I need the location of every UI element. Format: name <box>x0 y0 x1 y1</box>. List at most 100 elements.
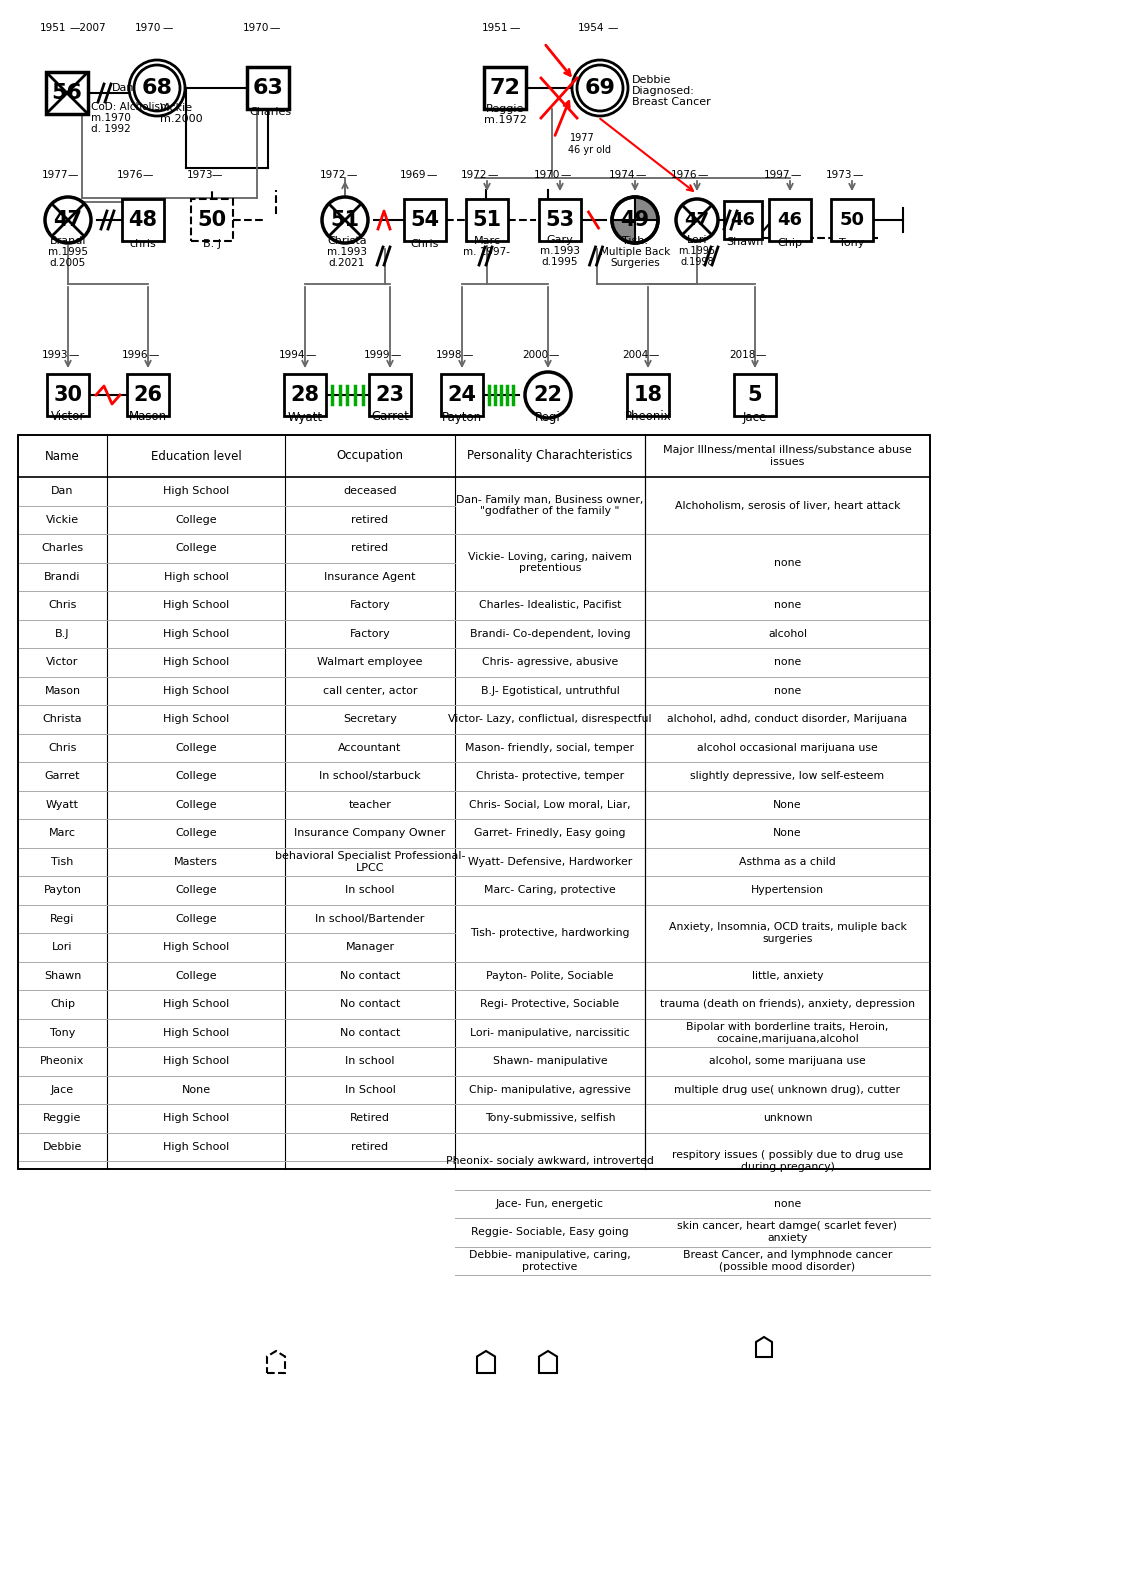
Bar <box>18 435 930 1170</box>
Text: Tony-submissive, selfish: Tony-submissive, selfish <box>485 1112 615 1124</box>
Text: —: — <box>163 22 174 33</box>
Text: Walmart employee: Walmart employee <box>318 657 423 667</box>
Text: No contact: No contact <box>340 971 401 981</box>
Text: College: College <box>175 828 217 838</box>
Text: Jace: Jace <box>50 1086 74 1095</box>
Text: Tony: Tony <box>49 1028 75 1038</box>
Text: 1997: 1997 <box>764 170 791 179</box>
Text: —: — <box>853 170 863 179</box>
Text: Tish:: Tish: <box>622 236 649 246</box>
Text: Christa- protective, temper: Christa- protective, temper <box>476 771 624 781</box>
Text: alcohol, some marijuana use: alcohol, some marijuana use <box>709 1057 866 1066</box>
Text: chris: chris <box>130 240 156 249</box>
Text: Vickie: Vickie <box>46 514 79 525</box>
Text: College: College <box>175 914 217 924</box>
Text: Pheonix- socialy awkward, introverted: Pheonix- socialy awkward, introverted <box>447 1155 654 1166</box>
Bar <box>539 198 581 241</box>
Text: m.2000: m.2000 <box>160 114 203 124</box>
Text: Reggie: Reggie <box>44 1112 82 1124</box>
Circle shape <box>525 371 571 417</box>
Text: Secretary: Secretary <box>343 714 397 724</box>
Circle shape <box>675 198 718 241</box>
Wedge shape <box>611 221 635 243</box>
Text: —: — <box>149 351 159 360</box>
Text: Brandi- Co-dependent, loving: Brandi- Co-dependent, loving <box>470 628 631 638</box>
Text: College: College <box>175 543 217 554</box>
Text: 1976: 1976 <box>671 170 698 179</box>
Text: unknown: unknown <box>763 1112 812 1124</box>
Text: 56: 56 <box>52 83 82 103</box>
Text: 47: 47 <box>684 211 709 229</box>
Text: 46: 46 <box>778 211 802 229</box>
Text: Anxiety, Insomnia, OCD traits, muliple back
surgeries: Anxiety, Insomnia, OCD traits, muliple b… <box>669 922 907 944</box>
Text: Tish- protective, hardworking: Tish- protective, hardworking <box>470 928 629 938</box>
Text: Dan: Dan <box>112 83 135 94</box>
Bar <box>284 375 327 416</box>
Text: Chip- manipulative, agressive: Chip- manipulative, agressive <box>469 1086 631 1095</box>
Text: 1954: 1954 <box>578 22 605 33</box>
Text: Brandi: Brandi <box>49 236 86 246</box>
Text: —: — <box>427 170 438 179</box>
Text: 51: 51 <box>331 209 359 230</box>
Text: Christa: Christa <box>328 236 367 246</box>
Text: 1973: 1973 <box>187 170 213 179</box>
Text: 50: 50 <box>197 209 227 230</box>
Text: High School: High School <box>163 943 229 952</box>
Text: slightly depressive, low self-esteem: slightly depressive, low self-esteem <box>690 771 884 781</box>
Text: 46: 46 <box>730 211 755 229</box>
Polygon shape <box>477 1351 495 1373</box>
Text: —: — <box>561 170 571 179</box>
Text: —: — <box>791 170 801 179</box>
Text: Chris: Chris <box>48 743 76 752</box>
Text: In school/Bartender: In school/Bartender <box>315 914 425 924</box>
Text: No contact: No contact <box>340 1028 401 1038</box>
Text: Lori- manipulative, narcissitic: Lori- manipulative, narcissitic <box>470 1028 629 1038</box>
Text: None: None <box>182 1086 211 1095</box>
Text: 53: 53 <box>545 209 574 230</box>
Bar <box>484 67 526 110</box>
Text: College: College <box>175 743 217 752</box>
Text: Insurance Agent: Insurance Agent <box>324 571 416 582</box>
Text: Dan: Dan <box>52 486 74 497</box>
Text: Pheonix: Pheonix <box>625 411 671 424</box>
Text: 51: 51 <box>472 209 502 230</box>
Text: 1977: 1977 <box>570 133 595 143</box>
Circle shape <box>322 197 368 243</box>
Text: Manager: Manager <box>346 943 395 952</box>
Text: —: — <box>68 170 79 179</box>
Text: College: College <box>175 771 217 781</box>
Text: —: — <box>488 170 498 179</box>
Text: 1972: 1972 <box>461 170 487 179</box>
Text: High School: High School <box>163 1028 229 1038</box>
Polygon shape <box>539 1351 557 1373</box>
Bar <box>127 375 169 416</box>
Text: Jace: Jace <box>743 411 767 424</box>
Text: Chip: Chip <box>50 1000 75 1009</box>
Text: In school: In school <box>346 886 395 895</box>
Text: 49: 49 <box>620 209 650 230</box>
Text: College: College <box>175 800 217 809</box>
Text: Breast Cancer, and lymphnode cancer
(possible mood disorder): Breast Cancer, and lymphnode cancer (pos… <box>683 1251 892 1271</box>
Text: —: — <box>756 351 766 360</box>
Text: Factory: Factory <box>350 600 390 611</box>
Text: Marc- Caring, protective: Marc- Caring, protective <box>484 886 616 895</box>
Text: Lori: Lori <box>687 235 707 244</box>
Text: High School: High School <box>163 486 229 497</box>
Bar <box>734 375 776 416</box>
Text: Asthma as a child: Asthma as a child <box>739 857 836 867</box>
Text: 1969: 1969 <box>401 170 426 179</box>
Text: Gary: Gary <box>546 235 573 244</box>
Text: Pheonix: Pheonix <box>40 1057 84 1066</box>
Bar <box>466 198 508 241</box>
Text: Christa: Christa <box>43 714 82 724</box>
Text: alcohol: alcohol <box>767 628 807 638</box>
Text: 1994: 1994 <box>279 351 305 360</box>
Text: m.1995: m.1995 <box>48 248 88 257</box>
Text: alcohol occasional marijuana use: alcohol occasional marijuana use <box>697 743 877 752</box>
Text: 26: 26 <box>134 386 163 405</box>
Text: College: College <box>175 971 217 981</box>
Text: Regi: Regi <box>50 914 75 924</box>
Text: teacher: teacher <box>349 800 392 809</box>
Text: High School: High School <box>163 600 229 611</box>
Text: Regi: Regi <box>535 411 561 424</box>
